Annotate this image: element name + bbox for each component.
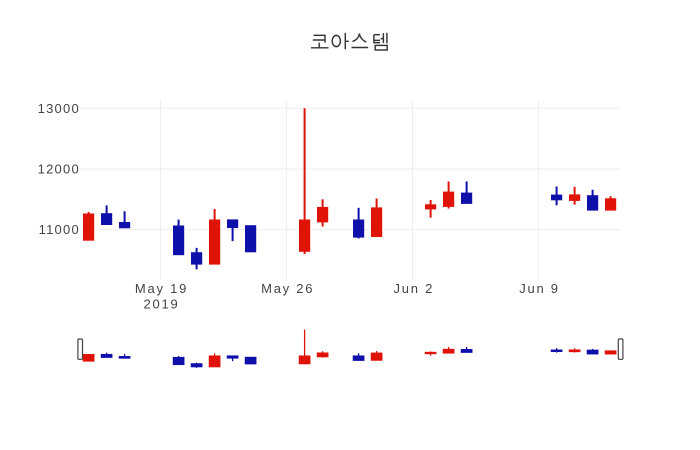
svg-text:13000: 13000 [38, 101, 80, 116]
svg-text:Jun 9: Jun 9 [519, 281, 560, 296]
svg-text:May 19: May 19 [135, 281, 188, 296]
svg-text:12000: 12000 [38, 162, 80, 177]
svg-text:2019: 2019 [144, 296, 180, 311]
svg-text:Jun 2: Jun 2 [394, 281, 435, 296]
svg-text:May 26: May 26 [261, 281, 314, 296]
svg-text:11000: 11000 [39, 222, 80, 237]
